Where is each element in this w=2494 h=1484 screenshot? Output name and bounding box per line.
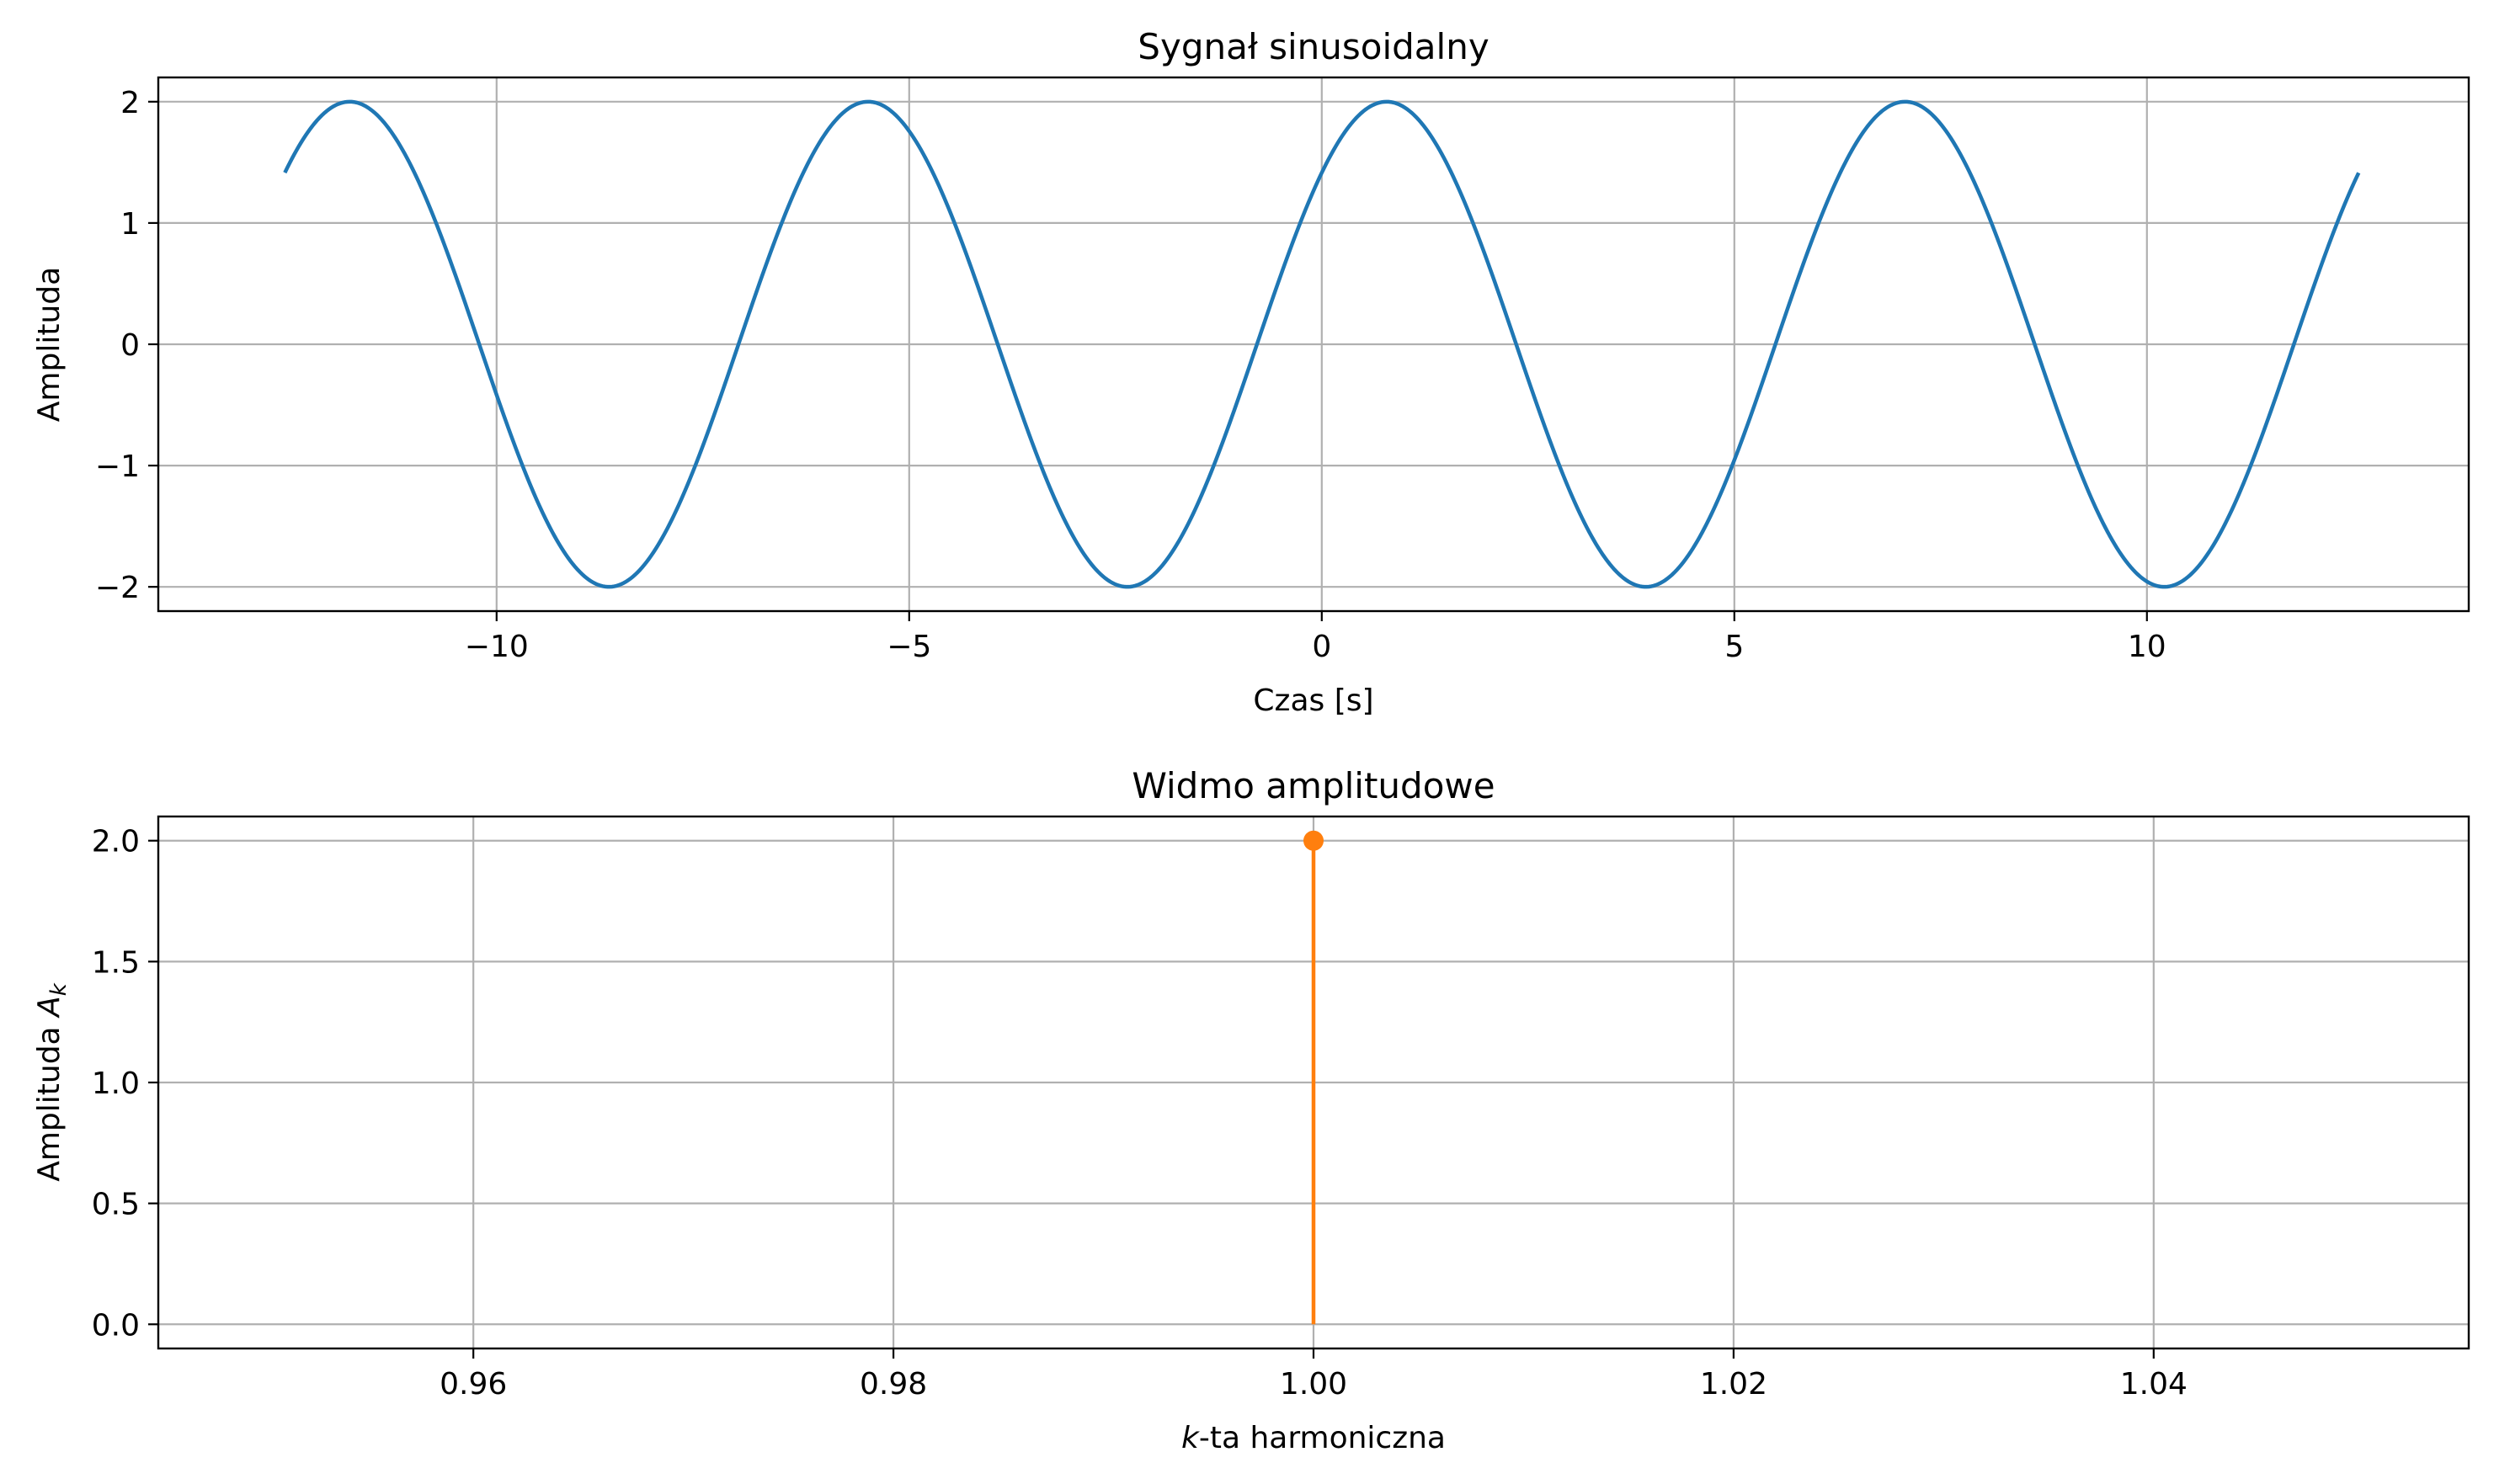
spectrum-ticks: 0.96 0.98 1.00 1.02 1.04 0.0 0.5 1.0 1.5 2.0 — [92, 825, 2188, 1402]
y-tick-label: 1.0 — [92, 1066, 140, 1101]
spectrum-x-axis-label: k-ta harmoniczna — [1181, 1421, 1446, 1455]
spectrum-x-axis-label-text: -ta harmoniczna — [1199, 1421, 1446, 1455]
spectrum-y-axis-label-sub: k — [46, 982, 72, 996]
spectrum-plot-area — [1303, 830, 1324, 1325]
y-tick-label: 1.5 — [92, 945, 140, 980]
y-tick-label: 0.5 — [92, 1188, 140, 1222]
signal-plot-area — [283, 99, 2361, 589]
x-tick-label: 1.00 — [1280, 1367, 1347, 1402]
y-tick-label: 0 — [120, 328, 140, 363]
spectrum-chart-title: Widmo amplitudowe — [1132, 765, 1495, 806]
spectrum-y-axis-label: Amplituda Ak — [32, 982, 72, 1182]
y-tick-label: 2 — [120, 86, 140, 120]
signal-line — [283, 99, 2361, 589]
x-tick-label: 0 — [1312, 630, 1331, 664]
stem-marker — [1303, 830, 1324, 851]
x-tick-label: 0.96 — [440, 1367, 507, 1402]
x-tick-label: 0.98 — [860, 1367, 927, 1402]
x-tick-label: −5 — [887, 630, 931, 664]
x-tick-label: 1.04 — [2120, 1367, 2188, 1402]
y-tick-label: 2.0 — [92, 825, 140, 859]
x-tick-label: −10 — [465, 630, 529, 664]
x-tick-label: 1.02 — [1700, 1367, 1767, 1402]
x-tick-label: 10 — [2128, 630, 2166, 664]
y-tick-label: −2 — [95, 571, 140, 605]
spectrum-y-axis-label-var: A — [32, 996, 67, 1019]
spectrum-chart: Widmo amplitudowe 0.96 0.98 1.00 1.02 1.040.… — [32, 765, 2470, 1455]
y-tick-label: 1 — [120, 207, 140, 242]
signal-grid — [158, 77, 2469, 611]
spectrum-x-axis-label-var: k — [1181, 1421, 1201, 1455]
y-tick-label: 0.0 — [92, 1308, 140, 1343]
spectrum-y-axis-label-text: Amplituda — [32, 1026, 67, 1181]
signal-y-axis-label: Amplituda — [32, 267, 67, 422]
signal-chart-title: Sygnał sinusoidalny — [1138, 26, 1489, 67]
x-tick-label: 5 — [1724, 630, 1744, 664]
y-tick-label: −1 — [95, 449, 140, 484]
signal-x-axis-label: Czas [s] — [1253, 683, 1373, 718]
